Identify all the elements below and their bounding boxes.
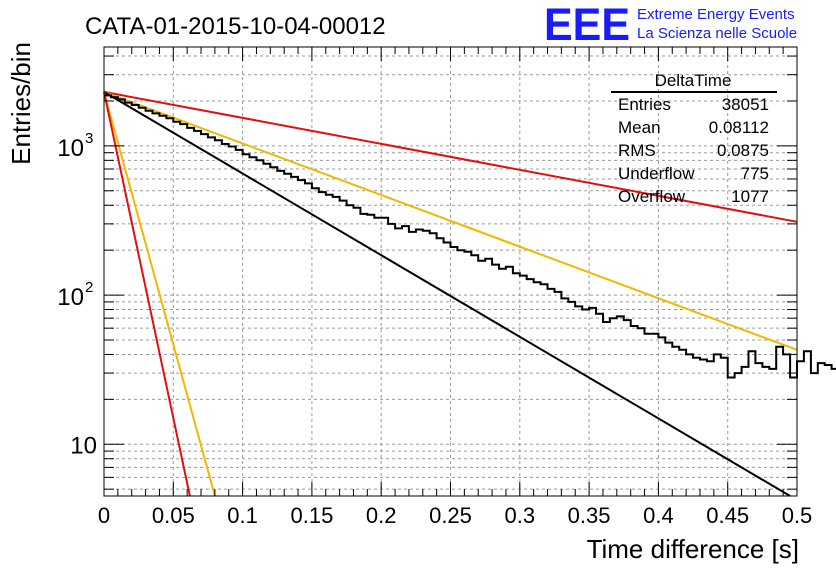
fit-line (103, 91, 191, 497)
stats-value: 775 (741, 164, 769, 183)
x-tick-label: 0.25 (429, 503, 472, 528)
x-axis-label: Time difference [s] (587, 534, 799, 564)
stats-label: Entries (618, 95, 671, 114)
stats-box: DeltaTime Entries 38051 Mean 0.08112 RMS… (611, 71, 777, 206)
chart-title: CATA-01-2015-10-04-00012 (85, 13, 386, 40)
x-tick-label: 0.15 (290, 503, 333, 528)
x-tick-label: 0.35 (568, 503, 611, 528)
histogram (104, 94, 836, 379)
x-tick-label: 0.4 (643, 503, 674, 528)
y-tick-label: 10 (57, 135, 84, 162)
logo-text: EEE (544, 0, 630, 50)
x-tick-label: 0.05 (152, 503, 195, 528)
y-tick-label: 10 (57, 284, 84, 311)
stats-value: 0.0875 (717, 141, 769, 160)
stats-label: Underflow (618, 164, 695, 183)
x-tick-label: 0.5 (782, 503, 813, 528)
stats-title: DeltaTime (655, 71, 732, 90)
eee-logo: EEE Extreme Energy Events La Scienza nel… (544, 0, 797, 50)
x-tick-label: 0.45 (706, 503, 749, 528)
y-tick-label: 10 (70, 432, 97, 459)
fit-line (103, 90, 798, 223)
stats-value: 1077 (731, 187, 769, 206)
stats-label: Overflow (618, 187, 686, 206)
fit-curves (103, 90, 798, 497)
fit-line (103, 91, 791, 497)
x-tick-label: 0.2 (366, 503, 397, 528)
y-tick-exponent: 2 (85, 279, 93, 296)
y-axis-label: Entries/bin (6, 42, 36, 165)
histogram-steps (104, 94, 836, 379)
logo-line2: La Scienza nelle Scuole (637, 25, 797, 42)
fit-line (103, 91, 216, 497)
stats-value: 0.08112 (709, 118, 769, 137)
x-tick-label: 0 (98, 503, 110, 528)
x-tick-label: 0.1 (227, 503, 258, 528)
logo-line1: Extreme Energy Events (637, 6, 795, 23)
stats-label: RMS (618, 141, 656, 160)
grid-lines (104, 47, 797, 496)
tick-labels: 0 0.05 0.1 0.15 0.2 0.25 0.3 0.35 0.4 0.45 0.5 10 10… (57, 130, 812, 528)
fit-line (103, 90, 798, 351)
axis-ticks (103, 47, 798, 496)
y-tick-exponent: 3 (85, 130, 93, 147)
x-tick-label: 0.3 (505, 503, 536, 528)
stats-value: 38051 (722, 95, 769, 114)
stats-label: Mean (618, 118, 661, 137)
